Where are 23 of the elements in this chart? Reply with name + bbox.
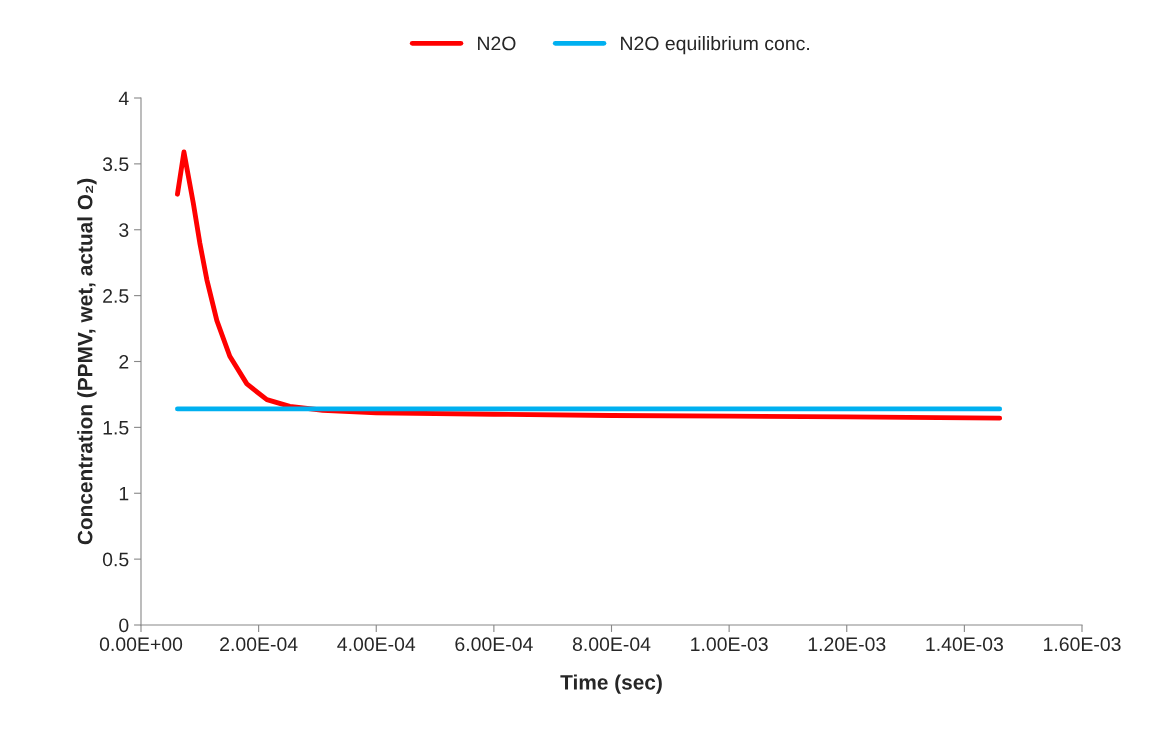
x-tick-label: 8.00E-04 <box>572 637 651 652</box>
x-tick-label: 0.00E+00 <box>99 637 183 652</box>
y-tick-label: 1.5 <box>103 421 129 435</box>
y-axis-title: Concentration (PPMV, wet, actual O₂) <box>77 178 97 545</box>
x-tick-label: 6.00E-04 <box>455 637 533 652</box>
y-tick-label: 0.5 <box>102 552 129 567</box>
x-tick-label: 1.60E-03 <box>1044 637 1121 652</box>
y-tick-label: 0 <box>119 618 129 633</box>
x-tick-label: 1.00E-03 <box>691 637 768 652</box>
x-tick-label: 1.20E-03 <box>808 637 886 652</box>
y-tick-label: 3.5 <box>102 157 129 172</box>
x-tick-label: 4.00E-04 <box>337 637 416 652</box>
y-tick-label: 2 <box>119 354 129 369</box>
y-tick-label: 3 <box>119 223 129 237</box>
x-tick-label: 1.40E-03 <box>926 637 1003 652</box>
x-axis-title: Time (sec) <box>560 674 662 694</box>
y-tick-label: 2.5 <box>103 289 129 303</box>
legend-label: N2O <box>478 36 516 51</box>
y-tick-label: 4 <box>118 91 129 106</box>
x-tick-label: 2.00E-04 <box>220 637 298 652</box>
y-tick-label: 1 <box>119 486 129 501</box>
legend-label: N2O equilibrium conc. <box>621 36 809 55</box>
line-series <box>175 149 1003 421</box>
